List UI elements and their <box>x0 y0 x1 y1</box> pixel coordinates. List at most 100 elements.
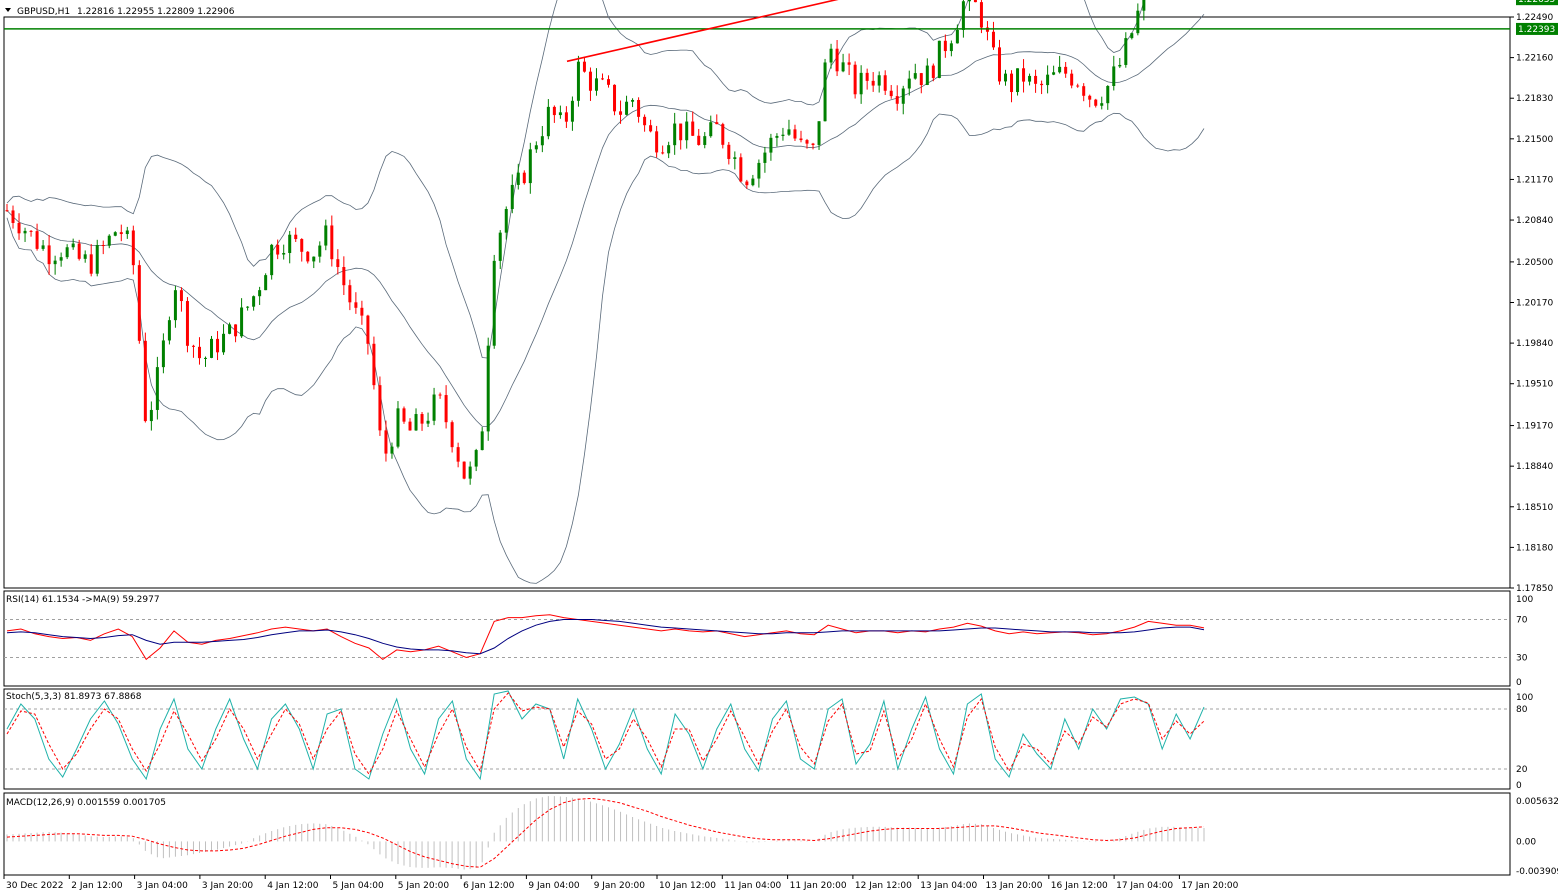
candle-body <box>185 301 189 346</box>
time-tick-label: 10 Jan 12:00 <box>659 881 716 891</box>
candle-body <box>161 340 165 368</box>
stoch-pane[interactable]: 100 80 20 0 <box>4 690 1533 791</box>
candle-body <box>594 78 598 91</box>
rsi-caption: RSI(14) 61.1534 ->MA(9) 59.2977 <box>6 595 160 605</box>
candle-body <box>805 140 809 144</box>
candle-body <box>835 48 839 72</box>
time-tick-label: 13 Jan 04:00 <box>920 881 977 891</box>
bollinger-lower-line <box>6 112 1205 584</box>
candle-body <box>649 125 653 132</box>
candle-body <box>390 446 394 454</box>
candle-body <box>829 48 833 63</box>
candle-body <box>125 230 129 235</box>
candle-body <box>1076 85 1080 87</box>
candle-body <box>1088 95 1092 100</box>
candle-body <box>1034 75 1038 84</box>
rsi-pane[interactable]: 100 70 30 0 <box>4 595 1533 688</box>
candle-body <box>354 302 358 308</box>
time-tick-label: 3 Jan 04:00 <box>137 881 189 891</box>
candle-body <box>155 367 159 410</box>
candle-body <box>582 61 586 72</box>
candle-body <box>643 116 647 126</box>
candle-body <box>739 157 743 182</box>
candle-body <box>949 43 953 52</box>
price-tick-label: 1.19170 <box>1516 422 1553 432</box>
candle-body <box>420 414 424 424</box>
price-tick-label: 1.18510 <box>1516 503 1553 513</box>
time-tick-label: 5 Jan 04:00 <box>333 881 385 891</box>
candle-body <box>691 121 695 136</box>
candle-body <box>300 239 304 252</box>
candle-body <box>817 121 821 145</box>
candle-body <box>540 136 544 146</box>
candle-body <box>883 75 887 91</box>
candle-body <box>528 149 532 184</box>
candle-body <box>564 112 568 122</box>
price-tick-label: 1.20840 <box>1516 216 1553 226</box>
candle-body <box>1100 103 1104 106</box>
candle-body <box>444 395 448 423</box>
candle-body <box>240 307 244 337</box>
candle-body <box>679 123 683 141</box>
candle-body <box>955 29 959 44</box>
candle-body <box>709 122 713 137</box>
candle-body <box>137 265 141 341</box>
time-tick-label: 6 Jan 12:00 <box>463 881 515 891</box>
candle-body <box>637 99 641 117</box>
candle-body <box>913 73 917 79</box>
stoch-tick-label: 80 <box>1516 705 1528 715</box>
candle-body <box>973 0 977 3</box>
candle-body <box>811 143 815 145</box>
price-tick-label: 1.17850 <box>1516 584 1553 594</box>
candle-body <box>1022 68 1026 82</box>
main-price-pane[interactable]: 1.22490 1.22160 1.21830 1.21500 1.21170 1.208… <box>4 0 1558 594</box>
candle-body <box>931 65 935 78</box>
candle-body <box>95 245 99 274</box>
candle-body <box>570 100 574 122</box>
time-tick-label: 2 Jan 12:00 <box>71 881 123 891</box>
candle-body <box>17 222 21 234</box>
macd-pane[interactable]: 0.005632 0.00 -0.003909 <box>6 796 1558 877</box>
candle-body <box>781 134 785 136</box>
stoch-frame <box>3 688 1511 790</box>
time-tick-label: 5 Jan 20:00 <box>398 881 450 891</box>
price-label: 1.22393 <box>1518 25 1555 35</box>
candle-body <box>733 157 737 159</box>
candle-body <box>1142 0 1146 11</box>
candle-body <box>119 232 123 235</box>
stoch-tick-label: 100 <box>1516 693 1533 703</box>
candle-body <box>1070 73 1074 86</box>
candle-body <box>697 135 701 145</box>
candle-body <box>504 208 508 233</box>
candle-body <box>901 88 905 104</box>
time-tick-label: 17 Jan 04:00 <box>1116 881 1173 891</box>
symbol-dropdown-icon[interactable] <box>5 8 11 12</box>
candle-body <box>865 72 869 81</box>
price-label-box <box>1516 22 1558 35</box>
candle-body <box>41 245 45 249</box>
bollinger-upper-line <box>6 0 1146 359</box>
candle-body <box>522 172 526 184</box>
price-tick-label: 1.18180 <box>1516 543 1553 553</box>
ohlc-readout: 1.22816 1.22955 1.22809 1.22906 <box>77 7 235 17</box>
candle-body <box>751 178 755 186</box>
candle-body <box>336 259 340 268</box>
candle-body <box>468 466 472 479</box>
candle-body <box>715 122 719 125</box>
time-tick-label: 11 Jan 04:00 <box>724 881 781 891</box>
stoch-series-line <box>6 692 1205 775</box>
price-tick-label: 1.21500 <box>1516 135 1553 145</box>
candle-body <box>667 145 671 154</box>
macd-tick-label: 0.005632 <box>1516 797 1558 807</box>
rsi-tick-label: 30 <box>1516 654 1528 664</box>
stoch-caption: Stoch(5,3,3) 81.8973 67.8868 <box>6 692 142 702</box>
candle-body <box>59 257 63 261</box>
candle-body <box>179 290 183 302</box>
time-tick-label: 12 Jan 12:00 <box>855 881 912 891</box>
candle-body <box>498 232 502 261</box>
candle-body <box>1112 66 1116 86</box>
macd-signal-line <box>6 797 1205 868</box>
price-tick-label: 1.21830 <box>1516 94 1553 104</box>
